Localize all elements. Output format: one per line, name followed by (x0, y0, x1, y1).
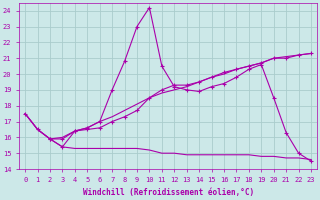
X-axis label: Windchill (Refroidissement éolien,°C): Windchill (Refroidissement éolien,°C) (83, 188, 254, 197)
